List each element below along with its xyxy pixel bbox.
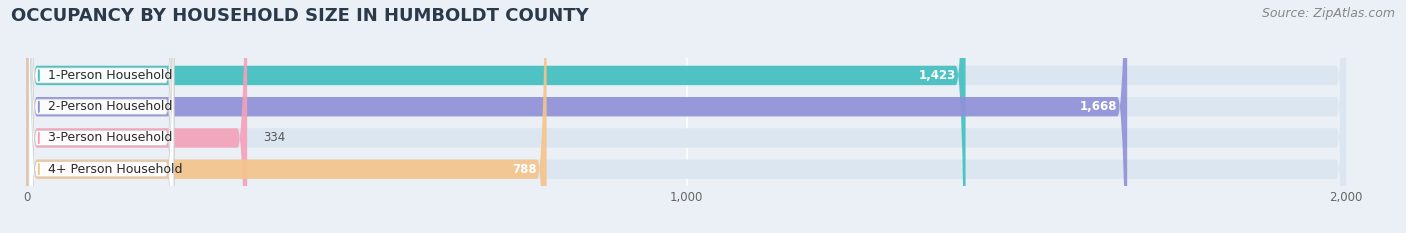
FancyBboxPatch shape [27,0,1346,233]
Text: 3-Person Household: 3-Person Household [48,131,173,144]
FancyBboxPatch shape [28,0,174,233]
FancyBboxPatch shape [27,0,1346,233]
Text: 1-Person Household: 1-Person Household [48,69,173,82]
FancyBboxPatch shape [28,0,174,233]
Text: 788: 788 [512,163,537,176]
FancyBboxPatch shape [27,0,966,233]
Text: Source: ZipAtlas.com: Source: ZipAtlas.com [1261,7,1395,20]
FancyBboxPatch shape [27,0,247,233]
FancyBboxPatch shape [27,0,1346,233]
FancyBboxPatch shape [28,0,174,233]
Text: 334: 334 [264,131,285,144]
Text: 1,668: 1,668 [1080,100,1118,113]
Text: 2-Person Household: 2-Person Household [48,100,173,113]
Text: 1,423: 1,423 [918,69,956,82]
FancyBboxPatch shape [27,0,1128,233]
FancyBboxPatch shape [28,0,174,233]
FancyBboxPatch shape [27,0,1346,233]
FancyBboxPatch shape [27,0,547,233]
Text: 4+ Person Household: 4+ Person Household [48,163,183,176]
Text: OCCUPANCY BY HOUSEHOLD SIZE IN HUMBOLDT COUNTY: OCCUPANCY BY HOUSEHOLD SIZE IN HUMBOLDT … [11,7,589,25]
